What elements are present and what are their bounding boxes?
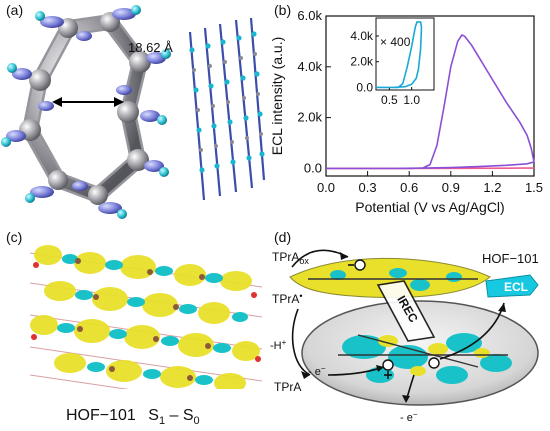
tpra-radical-text: TPrA [272, 292, 299, 306]
electron-left-sup: − [321, 364, 326, 373]
ecl-label: ECL [504, 280, 528, 294]
y-tick-label: 2.0k [297, 110, 322, 125]
x-tick-label: 0.3 [359, 180, 377, 195]
inset-x-tick-label: 1.0 [403, 93, 420, 107]
caption-hof: HOF−101 [66, 407, 136, 424]
electron-left-text: - e [308, 366, 321, 378]
x-tick-label: 0.9 [442, 180, 460, 195]
x-tick-label: 0.0 [317, 180, 335, 195]
panel-c-orbital-illustration: HOF−101 S1 – S0 [30, 237, 262, 427]
chart-series [326, 34, 535, 170]
inset-multiplier: × 400 [380, 35, 411, 49]
electron-left-label: - e− [308, 364, 326, 378]
series-line-0 [326, 34, 535, 170]
y-tick-label: 4.0k [297, 59, 322, 74]
bottom-hof-layer [338, 333, 512, 384]
panel-b-label: (b) [274, 2, 292, 18]
h-plus-label: -H+ [270, 338, 287, 352]
inset-x-tick-label: 0.5 [381, 93, 398, 107]
caption-s1-sub: 1 [159, 415, 165, 427]
x-axis-label: Potential (V vs Ag/AgCl) [355, 199, 504, 215]
tpra-ox-text: TPrA [272, 250, 299, 264]
tpra-ox-sub: ox [299, 256, 309, 266]
panel-c-caption: HOF−101 S1 – S0 [66, 407, 200, 427]
panel-d-mechanism-illustration: IREC ECL HOF−101 TPrAox TPrA• -H+ - e− T… [270, 249, 539, 424]
x-tick-label: 1.2 [483, 180, 501, 195]
electron-bottom-text: - e [400, 412, 413, 424]
tpra-ox-label: TPrAox [272, 250, 309, 266]
hof-framework [1, 5, 171, 219]
inset-y-tick-label: 2.0k [350, 55, 374, 69]
caption-s0: S [183, 407, 194, 424]
electron-bottom-label: - e− [400, 410, 418, 424]
ecl-badge: ECL [485, 274, 539, 298]
ecl-chart: 0.0 0.3 0.6 0.9 1.2 1.5 0.0 2.0k 4.0k 6.0k 0.5 1.0… [269, 8, 543, 215]
inset-y-tick-label: 0.0 [356, 80, 373, 94]
y-tick-label: 6.0k [297, 8, 322, 23]
inset-y-tick-label: 4.0k [350, 29, 374, 43]
y-axis-label: ECL intensity (a.u.) [269, 37, 285, 156]
y-tick-label: 0.0 [304, 160, 322, 175]
panel-a-framework-illustration: 18.62 Å [1, 5, 266, 219]
x-tick-label: 1.5 [525, 180, 543, 195]
panel-a-label: (a) [6, 2, 24, 18]
panel-d-label: (d) [274, 229, 292, 245]
inset-series-line-0 [376, 21, 423, 89]
x-tick-label: 0.6 [400, 180, 418, 195]
pore-size-label: 18.62 Å [128, 40, 173, 55]
chart-axes: 0.0 0.3 0.6 0.9 1.2 1.5 0.0 2.0k 4.0k 6.0k [297, 8, 543, 195]
top-hof-layer [289, 257, 491, 298]
transition-density-map [30, 237, 262, 389]
plot-frame [325, 15, 535, 177]
panel-c-label: (c) [6, 229, 23, 245]
h-plus-text: -H [270, 340, 282, 352]
tpra-radical-label: TPrA• [272, 291, 303, 306]
hof-label: HOF−101 [482, 251, 539, 266]
chart-inset: 0.5 1.0 0.0 2.0k 4.0k × 400 [350, 17, 435, 107]
tpra-radical-sup: • [299, 291, 302, 301]
caption-s1: S [148, 407, 159, 424]
caption-s0-sub: 0 [194, 415, 200, 427]
pore-diameter-arrow [52, 97, 124, 107]
electron-bottom-sup: − [413, 410, 418, 419]
tpra-label: TPrA [274, 380, 301, 394]
layer-stack [188, 17, 266, 201]
charge-markers [348, 259, 440, 379]
caption-dash: – [165, 407, 183, 424]
inset-frame [375, 17, 435, 91]
h-plus-sup: + [282, 338, 287, 347]
